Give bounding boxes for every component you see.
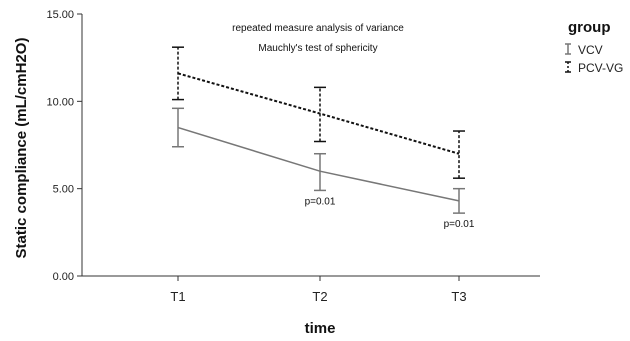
- legend: group VCV PCV-VG: [565, 19, 623, 75]
- x-tick-label: T3: [451, 289, 466, 304]
- annotation-mauchly: Mauchly's test of sphericity: [258, 43, 377, 54]
- y-tick-label: 10.00: [46, 96, 74, 108]
- legend-label-pcv-vg: PCV-VG: [578, 61, 623, 75]
- plot-area: 0.00 5.00 10.00 15.00 T1 T2 T3 p=0.01 p=0.01: [46, 9, 540, 304]
- y-tick-label: 0.00: [53, 271, 74, 283]
- annotation-anova: repeated measure analysis of variance: [232, 23, 404, 34]
- y-axis-title: Static compliance (mL/cmH2O): [13, 38, 30, 259]
- data-label-vcv: p=0.01: [305, 196, 336, 207]
- x-tick-label: T1: [170, 289, 185, 304]
- legend-label-vcv: VCV: [578, 43, 603, 57]
- y-tick-label: 15.00: [46, 9, 74, 21]
- legend-item-pcv-vg: PCV-VG: [565, 61, 623, 75]
- legend-swatch-vcv: [565, 43, 571, 55]
- x-tick-label: T2: [312, 289, 327, 304]
- legend-item-vcv: VCV: [565, 43, 603, 57]
- data-label-vcv: p=0.01: [444, 219, 475, 230]
- y-tick-label: 5.00: [53, 184, 74, 196]
- legend-title: group: [568, 19, 611, 36]
- legend-swatch-pcv-vg: [565, 61, 571, 73]
- x-axis-title: time: [305, 320, 336, 337]
